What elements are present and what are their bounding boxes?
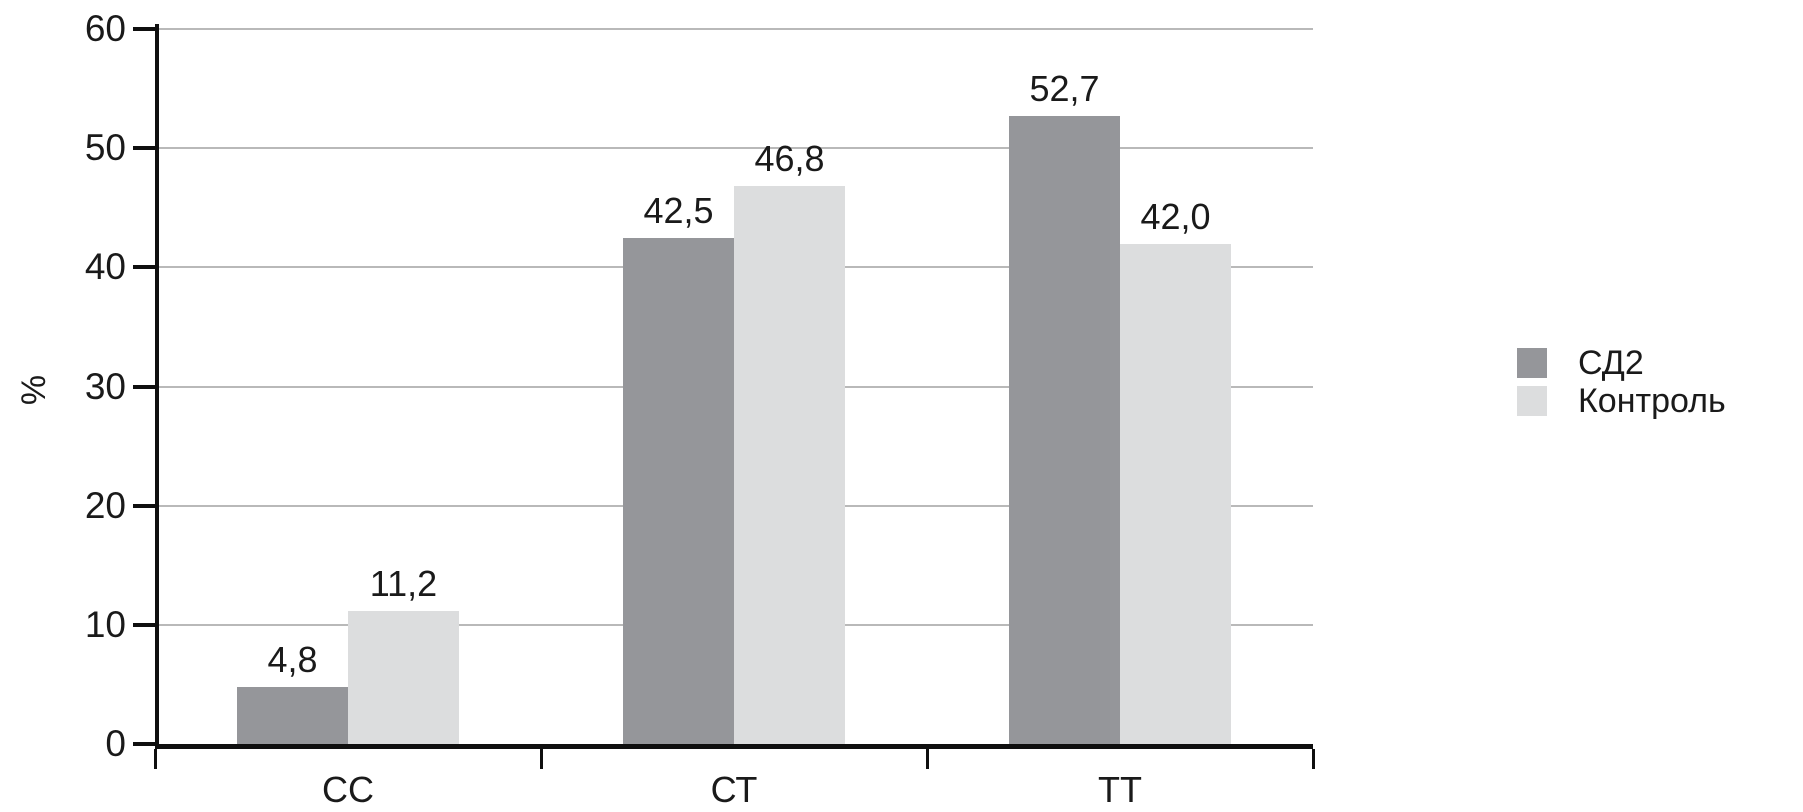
y-tick-label-0: 0 xyxy=(105,723,126,764)
bar-sd2-cc xyxy=(237,686,348,744)
bar-value-control-tt: 42,0 xyxy=(1140,195,1211,237)
x-tick-mark-3 xyxy=(1312,749,1315,769)
y-tick-label-20: 20 xyxy=(84,484,126,526)
x-tick-mark-1 xyxy=(540,749,543,769)
y-tick-label-40: 40 xyxy=(84,246,126,288)
legend-item-sd2: СД2 xyxy=(1517,344,1726,382)
bar-sd2-ct xyxy=(623,237,734,744)
bar-control-tt xyxy=(1120,243,1231,744)
y-tick-label-60: 60 xyxy=(84,8,126,49)
legend-swatch-sd2 xyxy=(1517,348,1547,378)
y-tick-mark-40 xyxy=(133,265,155,270)
x-category-label-cc: СС xyxy=(322,769,374,810)
y-tick-mark-20 xyxy=(133,503,155,508)
bar-value-sd2-ct: 42,5 xyxy=(643,189,714,231)
bar-value-sd2-tt: 52,7 xyxy=(1029,67,1100,109)
x-category-label-tt: ТТ xyxy=(1098,769,1142,810)
legend: СД2 Контроль xyxy=(1517,344,1726,420)
x-axis-line xyxy=(155,744,1313,749)
y-tick-mark-10 xyxy=(133,622,155,627)
y-tick-mark-0 xyxy=(133,742,155,746)
gridline-50 xyxy=(159,147,1313,150)
y-tick-label-30: 30 xyxy=(84,365,126,407)
legend-item-control: Контроль xyxy=(1517,382,1726,420)
y-tick-label-50: 50 xyxy=(84,127,126,169)
y-tick-mark-30 xyxy=(133,384,155,389)
y-tick-mark-60 xyxy=(133,27,155,31)
bar-control-cc xyxy=(348,610,459,744)
bar-value-control-ct: 46,8 xyxy=(754,138,825,180)
y-axis-line xyxy=(155,24,159,749)
x-category-label-ct: СТ xyxy=(710,769,758,810)
bar-value-sd2-cc: 4,8 xyxy=(267,638,318,680)
legend-label-control: Контроль xyxy=(1578,382,1726,420)
x-tick-mark-2 xyxy=(926,749,929,769)
bar-value-control-cc: 11,2 xyxy=(369,562,438,604)
bar-sd2-tt xyxy=(1009,115,1120,744)
y-tick-label-10: 10 xyxy=(84,603,126,645)
gridline-60 xyxy=(159,28,1313,30)
x-tick-mark-0 xyxy=(154,749,157,769)
bar-control-ct xyxy=(734,186,845,744)
y-tick-mark-50 xyxy=(133,146,155,151)
legend-label-sd2: СД2 xyxy=(1578,344,1644,382)
legend-swatch-control xyxy=(1517,386,1547,416)
